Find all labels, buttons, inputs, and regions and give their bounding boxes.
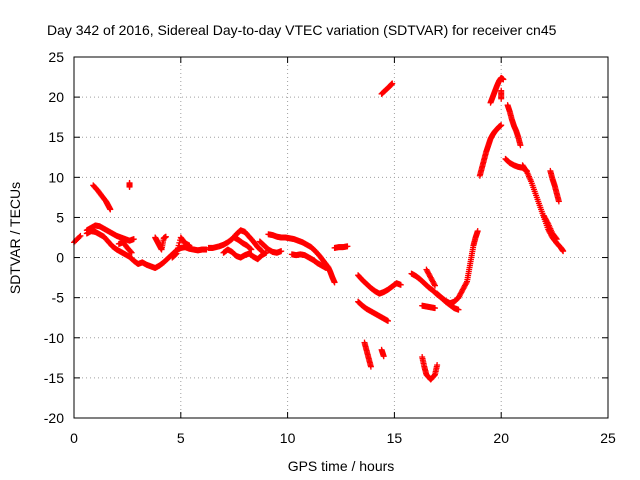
y-tick-label: -5 [52, 290, 65, 306]
y-tick-label: -10 [44, 330, 64, 346]
y-tick-label: -20 [44, 410, 64, 426]
x-axis-label: GPS time / hours [288, 458, 395, 474]
x-tick-label: 0 [70, 430, 78, 446]
data-point [331, 279, 338, 286]
data-point [517, 142, 524, 149]
data-points [71, 74, 567, 383]
data-point [126, 183, 133, 190]
data-point [174, 247, 181, 254]
x-tick-label: 25 [600, 430, 616, 446]
data-point [186, 242, 193, 249]
data-point [263, 249, 270, 256]
x-axis-ticks: 0 5 10 15 20 25 [70, 57, 616, 446]
data-point [77, 232, 84, 239]
data-point [162, 233, 169, 240]
data-point [76, 233, 83, 240]
y-tick-label: 15 [48, 129, 64, 145]
data-point [389, 80, 396, 87]
y-tick-label: 20 [48, 89, 64, 105]
data-point [107, 206, 114, 213]
y-tick-label: -15 [44, 370, 64, 386]
data-point [367, 363, 374, 370]
data-point [560, 248, 567, 255]
data-point [397, 281, 404, 288]
data-point [323, 264, 330, 271]
data-point [174, 245, 181, 252]
y-tick-label: 10 [48, 169, 64, 185]
data-point [434, 362, 441, 369]
data-point [555, 198, 562, 205]
data-point [463, 279, 470, 286]
data-point [474, 228, 481, 235]
chart-title: Day 342 of 2016, Sidereal Day-to-day VTE… [47, 22, 557, 38]
data-point [175, 242, 182, 249]
data-point [431, 282, 438, 289]
x-tick-label: 5 [177, 430, 185, 446]
data-point [247, 245, 254, 252]
data-point [127, 248, 134, 255]
y-tick-label: 25 [48, 49, 64, 65]
y-tick-label: 0 [56, 250, 64, 266]
data-point [128, 249, 135, 256]
data-point [431, 281, 438, 288]
data-point [278, 248, 285, 255]
data-point [553, 236, 560, 243]
data-point [498, 122, 505, 129]
data-point [176, 239, 183, 246]
y-tick-label: 5 [56, 209, 64, 225]
data-point [384, 317, 391, 324]
y-axis-label: SDTVAR / TECUs [7, 182, 23, 294]
data-point [380, 353, 387, 360]
x-tick-label: 10 [280, 430, 296, 446]
data-point [172, 251, 179, 258]
data-point [258, 247, 265, 254]
plot-frame [73, 56, 609, 419]
data-point [500, 76, 507, 83]
data-point [498, 95, 505, 102]
data-point [248, 246, 255, 253]
data-point [431, 305, 438, 312]
data-point [173, 250, 180, 257]
data-point [130, 236, 137, 243]
data-point [344, 243, 351, 250]
x-tick-label: 15 [387, 430, 403, 446]
data-point [455, 306, 462, 313]
x-tick-label: 20 [493, 430, 509, 446]
data-point [553, 235, 560, 242]
